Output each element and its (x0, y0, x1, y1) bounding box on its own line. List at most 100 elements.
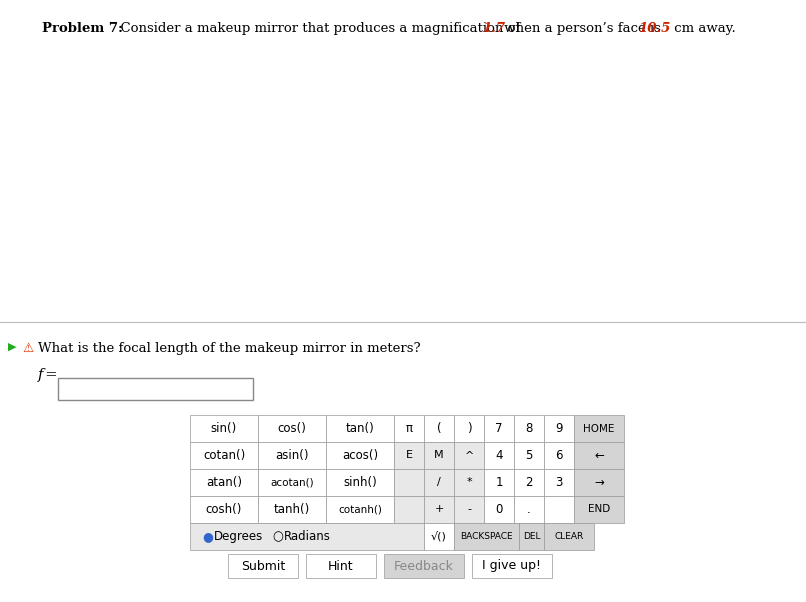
Bar (326, 469, 394, 496)
Text: asin(): asin() (276, 449, 309, 462)
Text: -: - (467, 504, 471, 515)
Text: 10.5: 10.5 (638, 22, 671, 35)
Bar (424, 442, 454, 469)
Bar (326, 496, 394, 523)
Text: tan(): tan() (346, 422, 374, 435)
Text: cotan(): cotan() (203, 449, 245, 462)
Text: 4: 4 (495, 449, 503, 462)
Bar (258, 442, 326, 469)
Text: Consider a makeup mirror that produces a magnification of: Consider a makeup mirror that produces a… (112, 22, 525, 35)
Bar (454, 523, 519, 550)
Text: Hint: Hint (328, 559, 354, 573)
Text: CLEAR: CLEAR (555, 532, 584, 541)
Bar (472, 554, 552, 578)
Bar (574, 442, 624, 469)
Text: 1: 1 (495, 476, 503, 489)
Text: (: ( (437, 422, 442, 435)
Bar (258, 496, 326, 523)
Text: 0: 0 (496, 503, 503, 516)
Text: 5: 5 (526, 449, 533, 462)
Text: END: END (588, 504, 610, 515)
Bar (544, 469, 574, 496)
Bar (574, 415, 624, 442)
Text: →: → (594, 476, 604, 489)
Text: π: π (405, 422, 413, 435)
Text: 6: 6 (555, 449, 563, 462)
Bar (484, 496, 514, 523)
Bar (228, 554, 298, 578)
Bar (454, 442, 484, 469)
Text: 9: 9 (555, 422, 563, 435)
Text: ←: ← (594, 449, 604, 462)
Text: M: M (434, 450, 444, 461)
Text: 3: 3 (555, 476, 563, 489)
Bar (454, 415, 484, 442)
Bar (544, 442, 574, 469)
Text: ⚠: ⚠ (22, 342, 33, 355)
Bar (394, 442, 424, 469)
Bar (190, 415, 258, 442)
Bar (190, 496, 258, 523)
Bar (574, 496, 624, 523)
Text: Problem 7:: Problem 7: (42, 22, 123, 35)
Text: atan(): atan() (206, 476, 242, 489)
Text: 8: 8 (526, 422, 533, 435)
Bar (514, 469, 544, 496)
Text: /: / (437, 477, 441, 488)
Text: sin(): sin() (211, 422, 237, 435)
Text: when a person’s face is: when a person’s face is (500, 22, 665, 35)
Text: sinh(): sinh() (343, 476, 377, 489)
Bar (394, 469, 424, 496)
Bar (190, 469, 258, 496)
Text: Feedback: Feedback (394, 559, 454, 573)
Text: cm away.: cm away. (670, 22, 736, 35)
Bar (484, 442, 514, 469)
Bar (424, 469, 454, 496)
Bar (424, 523, 454, 550)
Text: BACKSPACE: BACKSPACE (460, 532, 513, 541)
Text: √(): √() (431, 531, 447, 542)
Text: Radians: Radians (284, 530, 331, 543)
Text: +: + (434, 504, 443, 515)
Bar (394, 415, 424, 442)
Text: ^: ^ (464, 450, 474, 461)
Text: f =: f = (38, 368, 59, 382)
Bar (514, 415, 544, 442)
Bar (384, 554, 464, 578)
Bar (326, 442, 394, 469)
Text: *: * (466, 477, 472, 488)
Text: ○: ○ (272, 530, 283, 543)
Text: cos(): cos() (277, 422, 306, 435)
Bar (258, 415, 326, 442)
Bar (484, 469, 514, 496)
Text: DEL: DEL (523, 532, 540, 541)
Bar (544, 523, 594, 550)
Bar (424, 496, 454, 523)
Text: Degrees: Degrees (214, 530, 264, 543)
Bar (424, 415, 454, 442)
Bar (514, 442, 544, 469)
Text: 1.7: 1.7 (482, 22, 505, 35)
Text: ●: ● (202, 530, 213, 543)
Bar (190, 523, 424, 550)
Text: tanh(): tanh() (274, 503, 310, 516)
Bar (258, 469, 326, 496)
Bar (514, 496, 544, 523)
Bar (544, 415, 574, 442)
Text: HOME: HOME (584, 423, 615, 433)
Bar (544, 496, 574, 523)
Bar (58, 378, 253, 400)
Bar (454, 496, 484, 523)
Bar (326, 415, 394, 442)
Bar (574, 469, 624, 496)
Text: acotan(): acotan() (270, 477, 314, 488)
Text: ▶: ▶ (8, 342, 16, 352)
Bar (519, 523, 544, 550)
Text: 2: 2 (526, 476, 533, 489)
Text: cotanh(): cotanh() (338, 504, 382, 515)
Bar (484, 415, 514, 442)
Text: 7: 7 (495, 422, 503, 435)
Text: .: . (527, 503, 531, 516)
Text: cosh(): cosh() (206, 503, 242, 516)
Text: E: E (405, 450, 413, 461)
